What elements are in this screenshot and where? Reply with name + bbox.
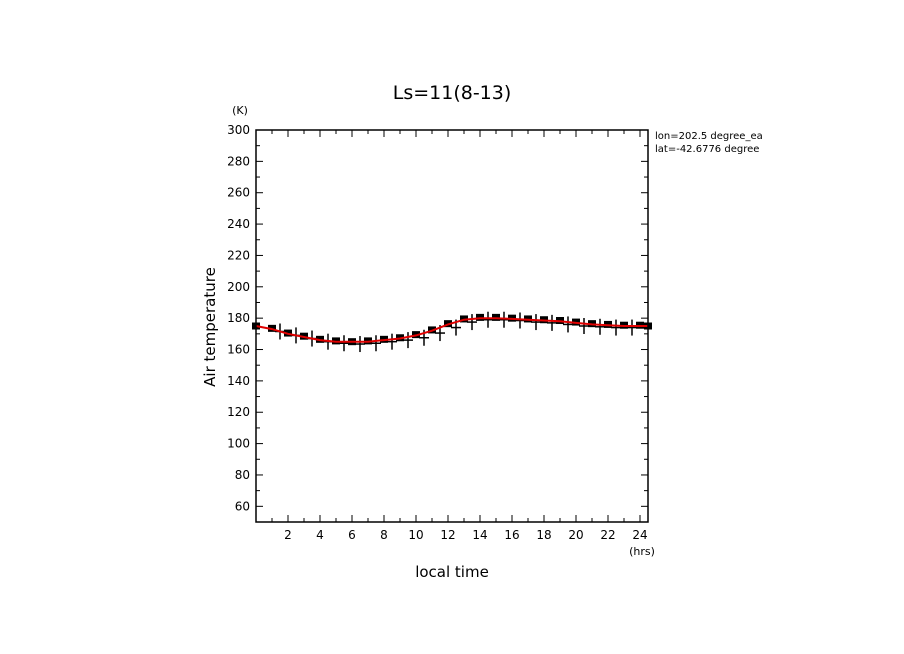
x-tick-label: 10	[408, 528, 423, 542]
x-tick-label: 2	[284, 528, 292, 542]
plus-marker	[467, 314, 477, 331]
x-tick-label: 24	[632, 528, 647, 542]
y-tick-label: 80	[235, 468, 250, 482]
plus-marker	[531, 314, 541, 331]
x-unit-label: (hrs)	[629, 545, 655, 558]
x-tick-label: 14	[472, 528, 487, 542]
y-unit-label: (K)	[232, 104, 248, 117]
annotation-lat: lat=-42.6776 degree	[655, 144, 759, 155]
x-tick-label: 20	[568, 528, 583, 542]
chart-title: Ls=11(8-13)	[393, 82, 512, 104]
plus-marker	[499, 311, 509, 328]
y-tick-label: 100	[227, 437, 250, 451]
tick-labels-layer: 2 4 6 8 10 12 14 16 18 20 22 2460801001201401601802…	[227, 123, 648, 542]
x-tick-label: 8	[380, 528, 388, 542]
y-tick-label: 160	[227, 343, 250, 357]
x-tick-label: 6	[348, 528, 356, 542]
y-tick-label: 180	[227, 311, 250, 325]
plus-marker	[563, 316, 573, 333]
plus-marker	[339, 335, 349, 352]
plus-marker	[371, 335, 381, 352]
plus-marker	[387, 333, 397, 350]
y-tick-label: 60	[235, 499, 250, 513]
plus-marker	[627, 319, 637, 336]
x-tick-label: 22	[600, 528, 615, 542]
series-layer	[252, 311, 652, 353]
x-tick-label: 4	[316, 528, 324, 542]
plus-marker	[611, 319, 621, 336]
y-tick-label: 220	[227, 248, 250, 262]
plus-marker	[483, 311, 493, 328]
y-tick-label: 280	[227, 154, 250, 168]
y-axis-label: Air temperature	[201, 267, 219, 387]
plus-marker	[579, 318, 589, 334]
plus-marker	[595, 318, 605, 335]
temperature-line	[255, 317, 648, 343]
y-tick-label: 140	[227, 374, 250, 388]
y-tick-label: 300	[227, 123, 250, 137]
plus-marker	[355, 336, 365, 353]
plus-marker	[515, 312, 525, 329]
x-tick-label: 16	[504, 528, 519, 542]
x-axis-label: local time	[415, 563, 489, 581]
x-tick-label: 18	[536, 528, 551, 542]
plus-marker	[547, 314, 557, 331]
y-tick-label: 260	[227, 186, 250, 200]
plus-marker	[403, 332, 413, 349]
x-tick-label: 12	[440, 528, 455, 542]
y-tick-label: 200	[227, 280, 250, 294]
annotation-lon: lon=202.5 degree_ea	[655, 131, 763, 142]
y-tick-label: 120	[227, 405, 250, 419]
plot-frame	[255, 129, 649, 523]
y-tick-label: 240	[227, 217, 250, 231]
